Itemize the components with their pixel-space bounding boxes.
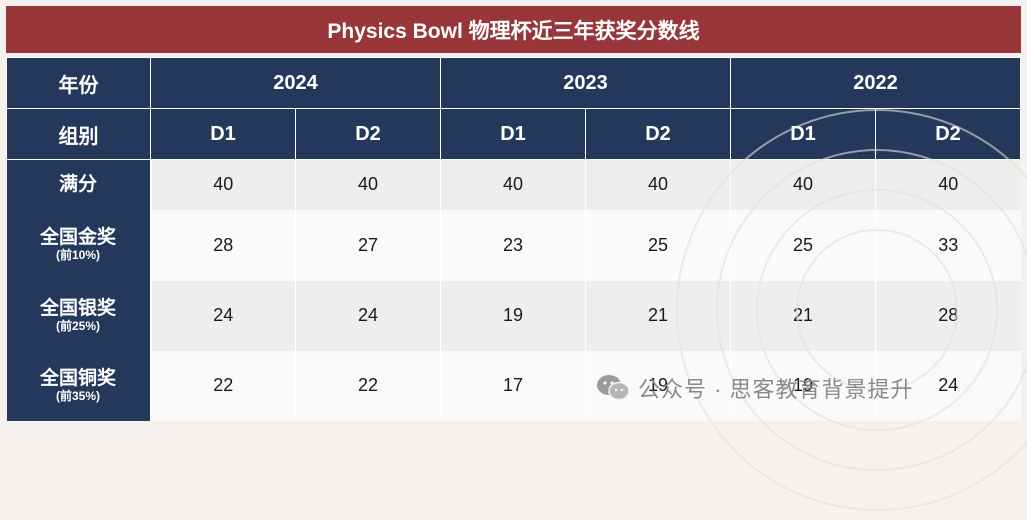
year-2024: 2024 — [150, 57, 441, 109]
table-row: 满分 40 40 40 40 40 40 — [6, 159, 1021, 210]
watermark: 公众号 · 思客教育背景提升 — [596, 372, 914, 404]
score-cell: 24 — [295, 280, 441, 351]
score-cell: 25 — [730, 209, 876, 281]
watermark-text: 公众号 · 思客教育背景提升 — [638, 377, 914, 402]
division-header: D1 — [440, 108, 586, 160]
division-header: D2 — [295, 108, 441, 160]
row-label-main: 满分 — [58, 173, 97, 195]
score-cell: 40 — [585, 159, 731, 210]
score-cell: 40 — [295, 159, 441, 210]
row-label: 全国银奖 (前25%) — [6, 280, 152, 351]
row-label-main: 全国银奖 — [39, 297, 116, 319]
division-header: D2 — [585, 108, 731, 160]
row-label: 全国铜奖 (前35%) — [6, 350, 152, 421]
score-cell: 24 — [150, 280, 296, 351]
score-cell: 40 — [440, 159, 586, 210]
score-cell: 22 — [295, 350, 441, 421]
year-2023: 2023 — [440, 57, 731, 109]
score-cell: 28 — [875, 280, 1021, 351]
score-cell: 40 — [730, 159, 876, 210]
score-cell: 19 — [440, 280, 586, 351]
division-header: D1 — [730, 108, 876, 160]
score-cell: 21 — [730, 280, 876, 351]
year-header-row: 年份 2024 2023 2022 — [6, 57, 1021, 109]
score-table: 年份 2024 2023 2022 组别 D1 D2 D1 D2 D1 D2 满… — [6, 57, 1021, 421]
row-label-main: 全国铜奖 — [39, 367, 116, 389]
division-header-row: 组别 D1 D2 D1 D2 D1 D2 — [6, 108, 1021, 160]
group-label: 组别 — [6, 108, 151, 160]
row-label-sub: (前35%) — [55, 388, 100, 403]
score-cell: 17 — [440, 350, 586, 421]
row-label: 全国金奖 (前10%) — [6, 209, 152, 281]
score-cell: 40 — [875, 159, 1021, 210]
division-header: D1 — [150, 108, 296, 160]
row-label-sub: (前25%) — [55, 318, 100, 333]
row-label-main: 全国金奖 — [39, 227, 116, 249]
year-2022: 2022 — [730, 57, 1021, 109]
page-title: Physics Bowl 物理杯近三年获奖分数线 — [6, 6, 1021, 53]
score-cell: 25 — [585, 209, 731, 281]
row-label-sub: (前10%) — [55, 248, 100, 263]
table-row: 全国金奖 (前10%) 28 27 23 25 25 33 — [6, 209, 1021, 281]
score-cell: 33 — [875, 209, 1021, 281]
division-header: D2 — [875, 108, 1021, 160]
score-cell: 27 — [295, 209, 441, 281]
score-cell: 22 — [150, 350, 296, 421]
row-label: 满分 — [6, 159, 152, 210]
score-cell: 40 — [150, 159, 296, 210]
score-cell: 21 — [585, 280, 731, 351]
score-cell: 28 — [150, 209, 296, 281]
year-label: 年份 — [6, 57, 151, 109]
wechat-icon — [596, 374, 630, 402]
score-cell: 23 — [440, 209, 586, 281]
table-row: 全国银奖 (前25%) 24 24 19 21 21 28 — [6, 280, 1021, 351]
